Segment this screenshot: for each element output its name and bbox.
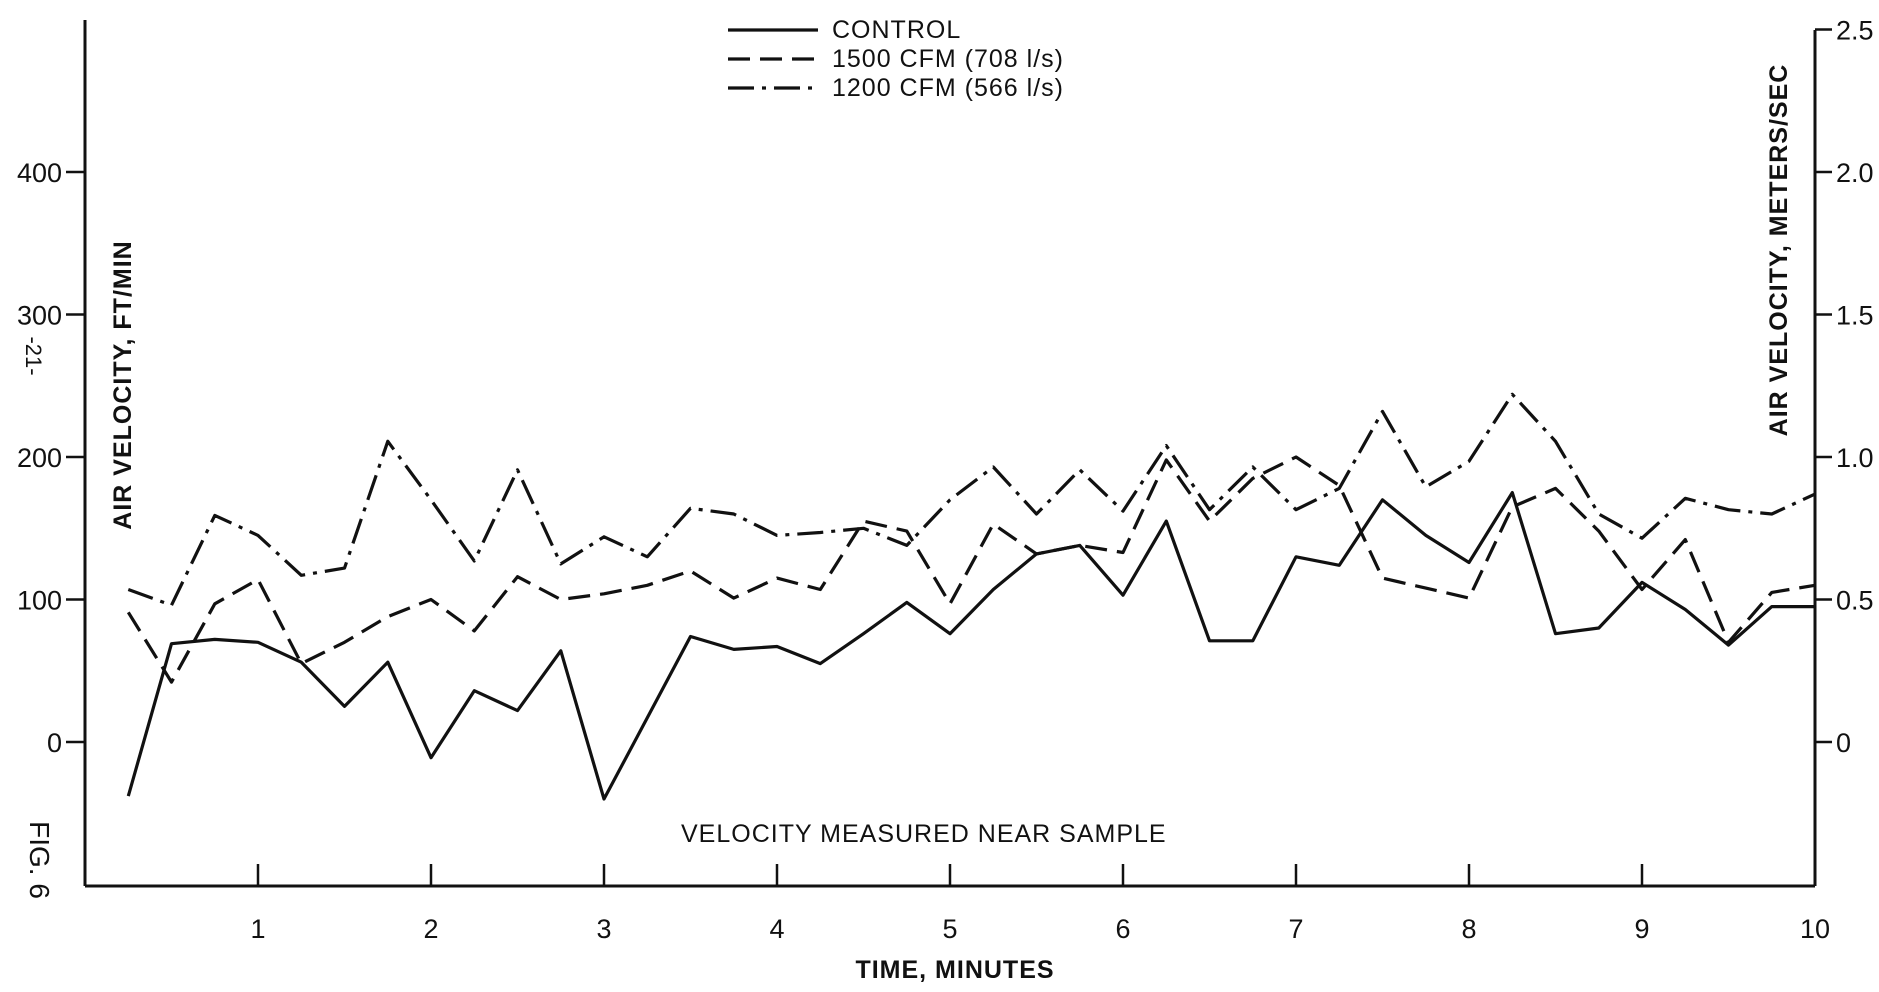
legend-label: 1200 CFM (566 l/s) (832, 74, 1064, 102)
x-tick-label: 7 (1288, 914, 1303, 944)
y-right-tick-label: 2.5 (1836, 16, 1874, 46)
y-left-axis-label: AIR VELOCITY, FT/MIN (109, 240, 137, 529)
x-tick-label: 6 (1115, 914, 1130, 944)
series-line-1 (126, 491, 1815, 801)
y-right-tick-label: 2.0 (1836, 158, 1874, 188)
x-tick-label: 10 (1800, 914, 1830, 944)
x-axis-label: TIME, MINUTES (855, 956, 1054, 984)
series-line-3 (127, 392, 1816, 607)
legend-label: CONTROL (832, 16, 961, 44)
y-right-tick-label: 1.0 (1836, 443, 1874, 473)
y-left-tick-label: 200 (17, 443, 62, 473)
plot-annotation: VELOCITY MEASURED NEAR SAMPLE (681, 820, 1167, 848)
x-tick-label: 3 (596, 914, 611, 944)
y-left-tick-label: 100 (17, 586, 62, 616)
x-tick-label: 5 (942, 914, 957, 944)
y-right-tick-label: 0 (1836, 728, 1851, 758)
y-right-axis-label: AIR VELOCITY, METERS/SEC (1765, 64, 1793, 437)
x-ticks: 1 2 3 4 5 6 7 8 9 10 (250, 864, 1830, 944)
x-tick-label: 8 (1461, 914, 1476, 944)
x-tick-label: 9 (1634, 914, 1649, 944)
page-number: -21- (21, 336, 46, 375)
y-left-tick-label: 400 (17, 158, 62, 188)
axes (83, 20, 1817, 888)
y-right-ticks: 0 0.5 1.0 1.5 2.0 2.5 (1815, 16, 1874, 758)
y-right-tick-label: 0.5 (1836, 586, 1874, 616)
y-left-ticks: 0 100 200 300 400 (17, 158, 85, 758)
figure-label: FIG. 6 (24, 821, 55, 899)
series-line-2 (126, 455, 1816, 684)
y-right-tick-label: 1.5 (1836, 301, 1874, 331)
x-tick-label: 4 (769, 914, 784, 944)
legend-label: 1500 CFM (708 l/s) (832, 45, 1064, 73)
y-left-tick-label: 300 (17, 301, 62, 331)
y-left-tick-label: 0 (47, 728, 62, 758)
x-tick-label: 2 (423, 914, 438, 944)
series-layer (126, 392, 1816, 801)
x-tick-label: 1 (250, 914, 265, 944)
